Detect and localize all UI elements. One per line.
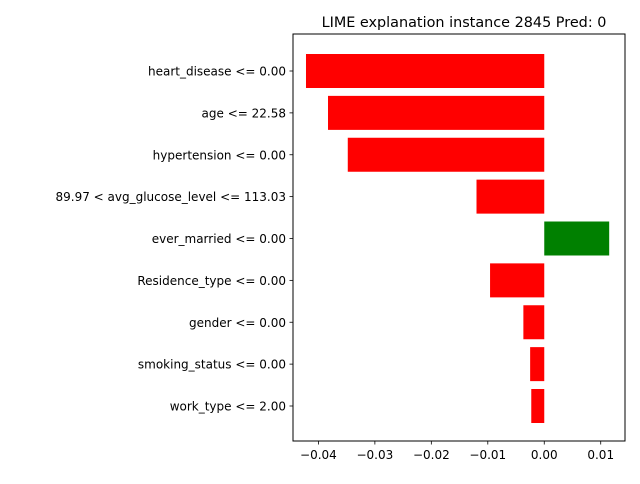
bar — [347, 137, 545, 172]
y-tick-labels: heart_disease <= 0.00 age <= 22.58 hyperte… — [55, 65, 293, 414]
plot-frame — [292, 33, 626, 442]
bar — [531, 389, 545, 423]
bar — [490, 263, 545, 298]
bar — [544, 221, 610, 256]
y-tick-label: gender <= 0.00 — [189, 316, 286, 330]
y-tick-label: hypertension <= 0.00 — [153, 148, 286, 162]
x-tick-label: 0.01 — [587, 448, 614, 462]
chart-title: LIME explanation instance 2845 Pred: 0 — [322, 15, 607, 31]
y-tick-label: work_type <= 2.00 — [170, 400, 286, 414]
x-tick-label: −0.03 — [356, 448, 393, 462]
y-tick-label: Residence_type <= 0.00 — [137, 274, 286, 288]
bars-layer — [305, 54, 610, 423]
x-tick-label: 0.00 — [531, 448, 558, 462]
x-tick-label: −0.01 — [469, 448, 506, 462]
y-tick-label: ever_married <= 0.00 — [152, 232, 286, 246]
y-tick-label: smoking_status <= 0.00 — [138, 358, 286, 372]
bar — [523, 305, 545, 340]
bar — [305, 54, 545, 88]
y-tick-label: heart_disease <= 0.00 — [148, 65, 286, 79]
bar — [476, 179, 545, 214]
y-tick-label: 89.97 < avg_glucose_level <= 113.03 — [55, 190, 286, 204]
bar — [530, 347, 545, 382]
x-tick-label: −0.02 — [413, 448, 450, 462]
x-ticks: −0.04 −0.03 −0.02 −0.01 0.00 0.01 — [300, 441, 614, 462]
y-tick-label: age <= 22.58 — [202, 106, 286, 120]
bar — [328, 95, 545, 130]
x-tick-label: −0.04 — [300, 448, 337, 462]
